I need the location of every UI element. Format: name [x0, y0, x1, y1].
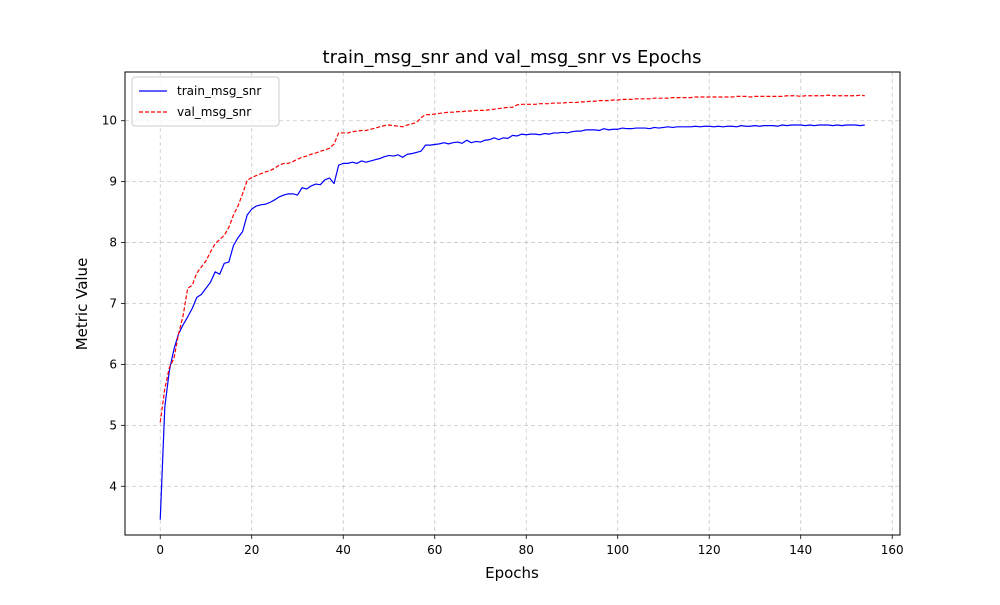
y-tick-label: 5	[109, 418, 117, 432]
x-tick-label: 100	[606, 543, 629, 557]
x-tick-label: 80	[519, 543, 534, 557]
y-tick-label: 8	[109, 236, 117, 250]
x-tick-label: 120	[698, 543, 721, 557]
y-tick-label: 6	[109, 357, 117, 371]
series-lines	[159, 94, 865, 520]
x-tick-label: 160	[881, 543, 904, 557]
y-tick-label: 9	[109, 175, 117, 189]
series-line-val-msg-snr	[159, 94, 865, 423]
legend-label-train: train_msg_snr	[177, 84, 261, 98]
chart-title: train_msg_snr and val_msg_snr vs Epochs	[323, 47, 702, 68]
grid	[125, 72, 900, 535]
series-line-train-msg-snr	[159, 124, 865, 520]
x-tick-label: 20	[244, 543, 259, 557]
y-tick-label: 4	[109, 479, 117, 493]
x-axis-label: Epochs	[485, 564, 539, 582]
legend-label-val: val_msg_snr	[177, 105, 251, 119]
legend: train_msg_snr val_msg_snr	[131, 76, 280, 127]
legend-box	[131, 76, 280, 127]
x-tick-label: 0	[156, 543, 164, 557]
y-tick-label: 10	[102, 114, 117, 128]
y-tick-label: 7	[109, 297, 117, 311]
axis-ticks: 0 20 40 60 80 100 120 140 160 4 5 6 7 8 9 10	[102, 114, 904, 557]
x-tick-label: 140	[789, 543, 812, 557]
x-tick-label: 60	[427, 543, 442, 557]
y-axis-label: Metric Value	[73, 258, 91, 351]
x-tick-label: 40	[336, 543, 351, 557]
